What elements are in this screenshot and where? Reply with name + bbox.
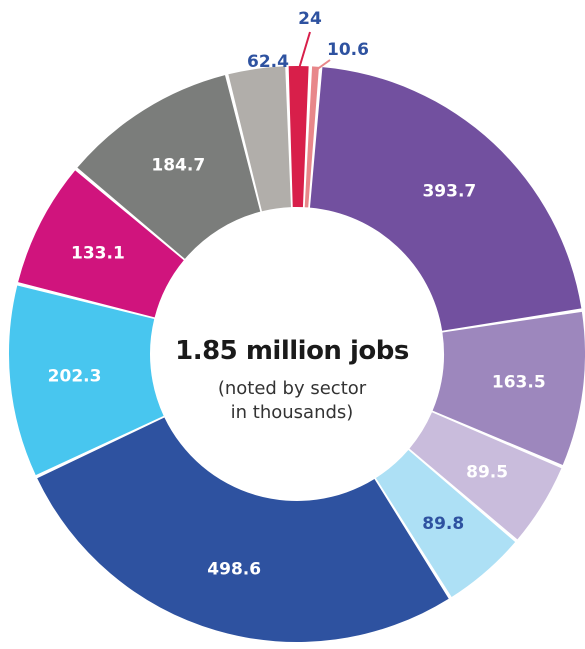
- leader-line: [314, 59, 331, 72]
- slice-value-label: 62.4: [247, 52, 289, 72]
- labels-group: 393.7 163.5 89.5 89.8 498.6 202.3 133.1 184.7 24…: [48, 9, 546, 579]
- slice-value-label: 393.7: [422, 181, 476, 201]
- center-subtitle-line2: in thousands): [230, 402, 354, 423]
- donut-slice: [228, 66, 291, 212]
- donut-slice: [288, 65, 309, 208]
- donut-slice: [37, 417, 449, 643]
- slice-value-label: 184.7: [151, 156, 205, 176]
- slice-value-label: 89.5: [466, 462, 508, 482]
- center-title: 1.85 million jobs: [175, 336, 409, 366]
- slice-value-label: 24: [298, 9, 322, 29]
- leader-lines-group: [297, 31, 331, 72]
- slices-group: [9, 65, 585, 643]
- donut-slice: [304, 66, 319, 208]
- donut-slice: [432, 311, 585, 466]
- donut-slice: [77, 75, 261, 259]
- slice-value-label: 133.1: [71, 243, 125, 263]
- donut-slice: [309, 67, 582, 331]
- slice-value-label: 202.3: [48, 367, 102, 387]
- slice-value-label: 89.8: [422, 514, 464, 534]
- slice-value-label: 163.5: [492, 373, 546, 393]
- donut-slice: [375, 449, 516, 597]
- center-subtitle-line1: (noted by sector: [217, 378, 367, 399]
- donut-slice: [9, 285, 164, 476]
- slice-value-label: 10.6: [327, 40, 369, 60]
- leader-line: [297, 31, 311, 71]
- donut-slice: [18, 170, 184, 318]
- donut-slice: [409, 412, 562, 540]
- slice-value-label: 498.6: [207, 559, 261, 579]
